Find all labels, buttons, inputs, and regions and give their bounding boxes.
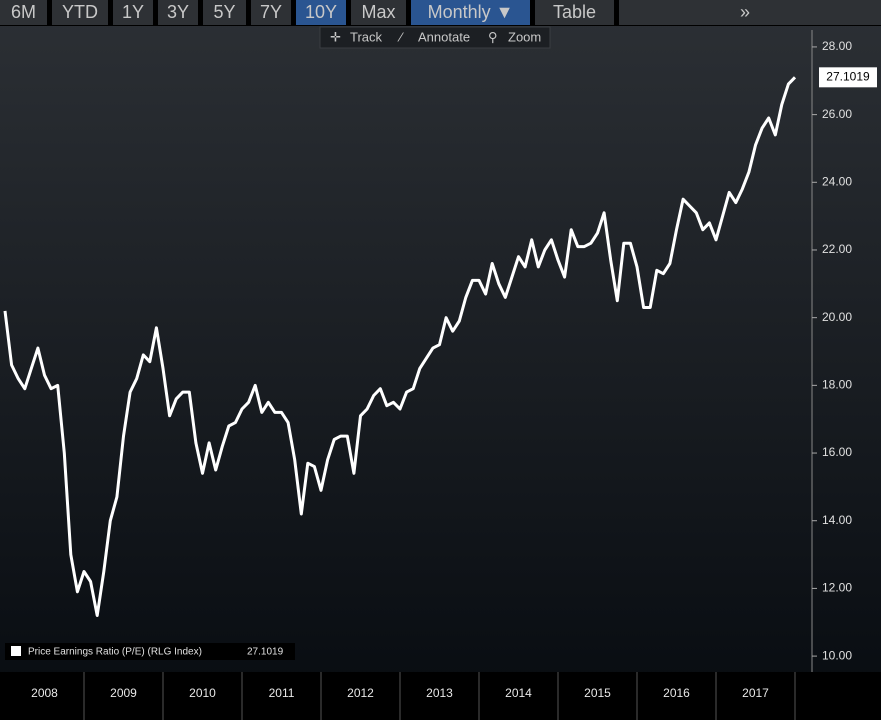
last-value-box (819, 67, 877, 88)
x-tick-label: 2009 (110, 686, 137, 700)
tools-bar: ✛ Track ∕ Annotate ⚲ Zoom (319, 26, 551, 49)
legend-label: Price Earnings Ratio (P/E) (RLG Index) (28, 647, 202, 658)
toolbar-button[interactable]: Monthly ▼ (428, 2, 514, 22)
y-tick-label: 18.00 (822, 378, 852, 392)
toolbar-button[interactable]: Table (553, 2, 596, 22)
tools-panel (319, 26, 551, 49)
toolbar-button[interactable]: 6M (11, 2, 36, 22)
toolbar-button-bg (351, 0, 406, 25)
annotate-button[interactable]: Annotate (418, 29, 470, 44)
zoom-icon: ⚲ (488, 29, 498, 44)
last-value-label: 27.1019 (826, 69, 870, 83)
toolbar-button[interactable]: 5Y (213, 2, 235, 22)
toolbar-button-bg (619, 0, 881, 25)
toolbar-button-bg (0, 0, 47, 25)
y-tick-label: 12.00 (822, 581, 852, 595)
toolbar-button[interactable]: 3Y (167, 2, 189, 22)
y-tick-label: 26.00 (822, 107, 852, 121)
toolbar-button-bg (113, 0, 153, 25)
track-button[interactable]: Track (350, 29, 383, 44)
toolbar-button-bg (52, 0, 108, 25)
legend: Price Earnings Ratio (P/E) (RLG Index) 2… (5, 643, 295, 660)
x-tick-label: 2017 (742, 686, 769, 700)
toolbar-button-bg (158, 0, 198, 25)
toolbar-button[interactable]: Max (361, 2, 395, 22)
x-tick-label: 2016 (663, 686, 690, 700)
toolbar-button-bg (251, 0, 291, 25)
toolbar-button-bg (411, 0, 530, 25)
x-tick-label: 2012 (347, 686, 374, 700)
legend-value: 27.1019 (247, 647, 284, 658)
toolbar-button-bg (535, 0, 614, 25)
toolbar-button[interactable]: 1Y (122, 2, 144, 22)
toolbar-button[interactable]: 7Y (260, 2, 282, 22)
y-tick-label: 28.00 (822, 39, 852, 53)
series-line (3, 76, 797, 617)
legend-box (5, 643, 295, 660)
toolbar-button-bg (296, 0, 346, 25)
x-tick-label: 2011 (269, 686, 295, 700)
y-tick-label: 16.00 (822, 445, 852, 459)
y-tick-label: 20.00 (822, 310, 852, 324)
track-icon: ✛ (330, 29, 341, 44)
toolbar-buttons: 6M YTD 1Y 3Y 5Y 7Y 10Y Max Monthly ▼ Table » (0, 0, 881, 25)
x-axis-strip (0, 672, 881, 720)
toolbar-button[interactable]: » (740, 2, 750, 22)
toolbar-button-bg (203, 0, 246, 25)
toolbar-button[interactable]: YTD (62, 2, 98, 22)
y-tick-label: 24.00 (822, 174, 852, 188)
y-tick-label: 14.00 (822, 513, 852, 527)
x-tick-label: 2008 (31, 686, 58, 700)
x-tick-label: 2010 (189, 686, 216, 700)
x-tick-label: 2013 (426, 686, 453, 700)
zoom-button[interactable]: Zoom (508, 29, 541, 44)
x-tick-label: 2015 (584, 686, 611, 700)
toolbar-button[interactable]: 10Y (305, 2, 337, 22)
annotate-icon: ∕ (397, 29, 404, 44)
y-tick-label: 22.00 (822, 242, 852, 256)
legend-swatch (11, 646, 21, 656)
y-tick-label: 10.00 (822, 648, 852, 662)
x-tick-label: 2014 (505, 686, 532, 700)
